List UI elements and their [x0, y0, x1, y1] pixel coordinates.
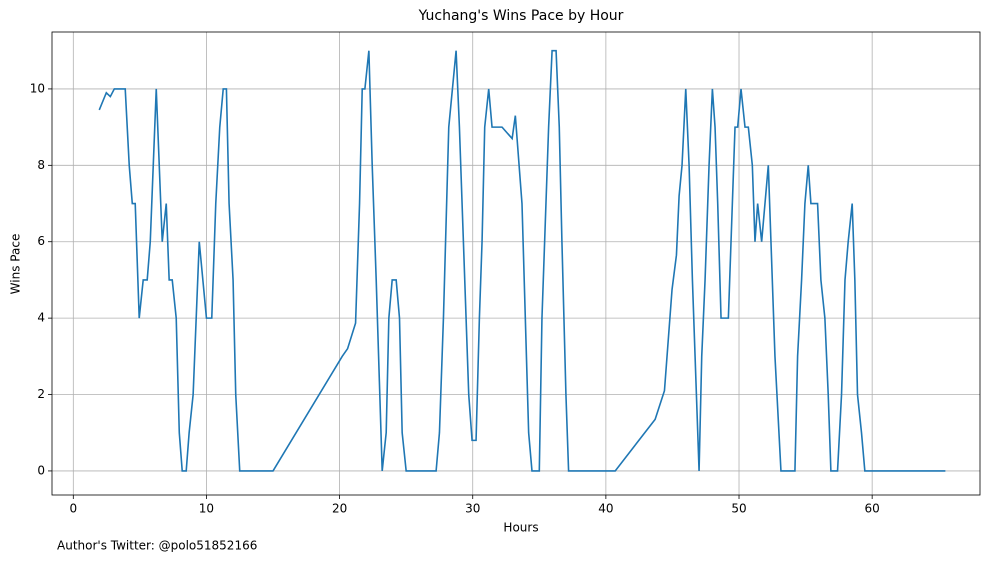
footnote: Author's Twitter: @polo51852166	[57, 539, 257, 553]
data-line	[98, 49, 946, 472]
x-tick-label: 20	[332, 502, 347, 516]
x-tick-label: 50	[731, 502, 746, 516]
plot-frame	[51, 31, 981, 496]
x-tick-label: 10	[199, 502, 214, 516]
y-axis-label: Wins Pace	[9, 234, 23, 295]
chart-title: Yuchang's Wins Pace by Hour	[418, 8, 624, 24]
y-tick-label: 2	[37, 387, 45, 401]
x-tick-label: 0	[69, 502, 77, 516]
x-axis-label: Hours	[503, 521, 538, 535]
x-tick-label: 30	[465, 502, 480, 516]
y-tick-label: 4	[37, 311, 45, 325]
x-tick-label: 40	[598, 502, 613, 516]
y-tick-label: 0	[37, 463, 45, 477]
y-tick-label: 6	[37, 234, 45, 248]
x-tick-label: 60	[865, 502, 880, 516]
y-tick-label: 8	[37, 158, 45, 172]
y-tick-label: 10	[30, 81, 45, 95]
